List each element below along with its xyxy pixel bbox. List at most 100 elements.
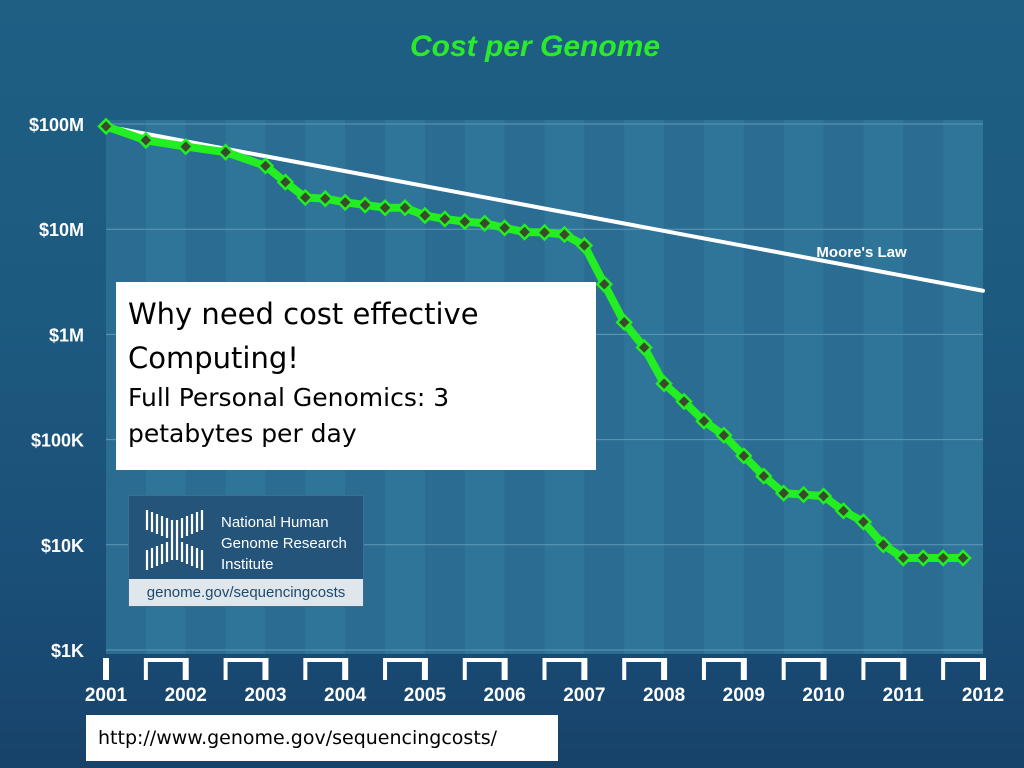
x-tick-label: 2005 [404,685,447,706]
x-minor-tick [303,658,308,680]
x-axis-segment [225,658,268,662]
x-minor-tick [383,658,388,680]
x-tick-mark [342,658,349,680]
x-tick-label: 2002 [165,685,207,706]
institute-name-line2: Genome Research [221,535,347,552]
x-tick-label: 2007 [563,685,605,706]
y-tick-label: $10K [41,536,84,556]
data-point [914,549,932,567]
y-tick-label: $100M [29,115,84,135]
callout-sub-line1: Full Personal Genomics: 3 [128,383,450,412]
x-tick-label: 2009 [723,685,765,706]
x-minor-tick [223,658,228,680]
institute-name: National Human Genome Research Institute [221,512,347,575]
plot-stripe [624,120,665,654]
x-tick-mark [262,658,269,680]
data-point [655,374,673,393]
data-point [356,196,374,214]
data-point [515,223,534,241]
data-point [256,157,275,175]
x-minor-tick [622,658,627,680]
cost-series-line [102,122,968,562]
data-point [595,275,614,293]
x-tick-label: 2003 [244,685,286,706]
x-tick-label: 2010 [802,685,844,706]
x-tick-mark [421,658,428,680]
data-point [934,549,952,567]
data-point [396,198,414,217]
y-tick-label: $100K [31,431,84,451]
plot-stripe [703,120,744,654]
y-tick-label: $1K [51,641,84,661]
logo-url-label: genome.gov/sequencingcosts [129,579,363,606]
data-point [575,236,594,255]
data-point [336,193,354,212]
x-minor-tick [861,658,866,680]
data-point [456,212,474,231]
x-axis-segment [624,658,667,662]
data-point [874,536,893,554]
callout-sub-line2: petabytes per day [128,419,357,448]
data-point [296,188,315,207]
y-tick-label: $1M [49,325,84,345]
x-minor-tick [941,658,946,680]
data-point [436,210,454,228]
data-point [555,225,574,244]
data-point [137,131,155,150]
x-tick-label: 2004 [324,685,367,706]
x-tick-mark [820,658,827,680]
callout-heading-line2: Computing! [128,341,299,375]
data-point [834,502,853,520]
x-axis-segment [464,658,507,662]
x-tick-label: 2011 [883,685,925,706]
x-axis-segment [783,658,826,662]
callout-heading-line1: Why need cost effective [128,297,479,331]
x-minor-tick [143,658,148,680]
data-point [695,412,713,430]
data-point [97,117,115,136]
chart-title: Cost per Genome [409,30,661,63]
data-point [735,447,753,465]
data-point [535,223,554,242]
x-minor-tick [462,658,467,680]
x-tick-mark [740,658,747,680]
data-point [316,189,335,208]
x-tick-mark [182,658,189,680]
data-point [754,467,773,485]
data-point [475,214,494,232]
data-point [794,485,813,504]
x-tick-mark [661,658,668,680]
institute-name-line1: National Human [221,514,329,531]
data-point [675,392,693,411]
x-tick-label: 2008 [643,685,685,706]
x-axis-segment [385,658,427,662]
x-tick-label: 2012 [962,685,1004,706]
data-point [715,426,733,445]
data-point [416,206,434,225]
source-url-link[interactable]: http://www.genome.gov/sequencingcosts/ [86,715,558,761]
data-point [854,513,873,531]
moores-law-line [104,124,985,293]
x-tick-mark [900,658,907,680]
data-point [635,338,653,357]
x-tick-label: 2006 [483,685,525,706]
callout-box: Why need cost effective Computing! Full … [116,282,596,470]
x-axis-segment [943,658,985,662]
x-tick-mark [103,658,109,680]
data-point [216,143,235,161]
x-axis-segment [544,658,587,662]
institute-name-line3: Institute [221,556,274,573]
data-point [376,198,394,217]
moores-law-label: Moore's Law [816,244,907,261]
x-tick-mark [501,658,508,680]
helix-logo-icon [145,510,204,570]
x-tick-mark [581,658,588,680]
plot-stripe [943,120,983,654]
data-point [954,549,972,567]
x-tick-mark [980,658,986,680]
plot-stripe [783,120,824,654]
x-axis-segment [305,658,348,662]
x-tick-label: 2001 [85,685,128,706]
x-minor-tick [781,658,786,680]
x-axis-segment [863,658,906,662]
